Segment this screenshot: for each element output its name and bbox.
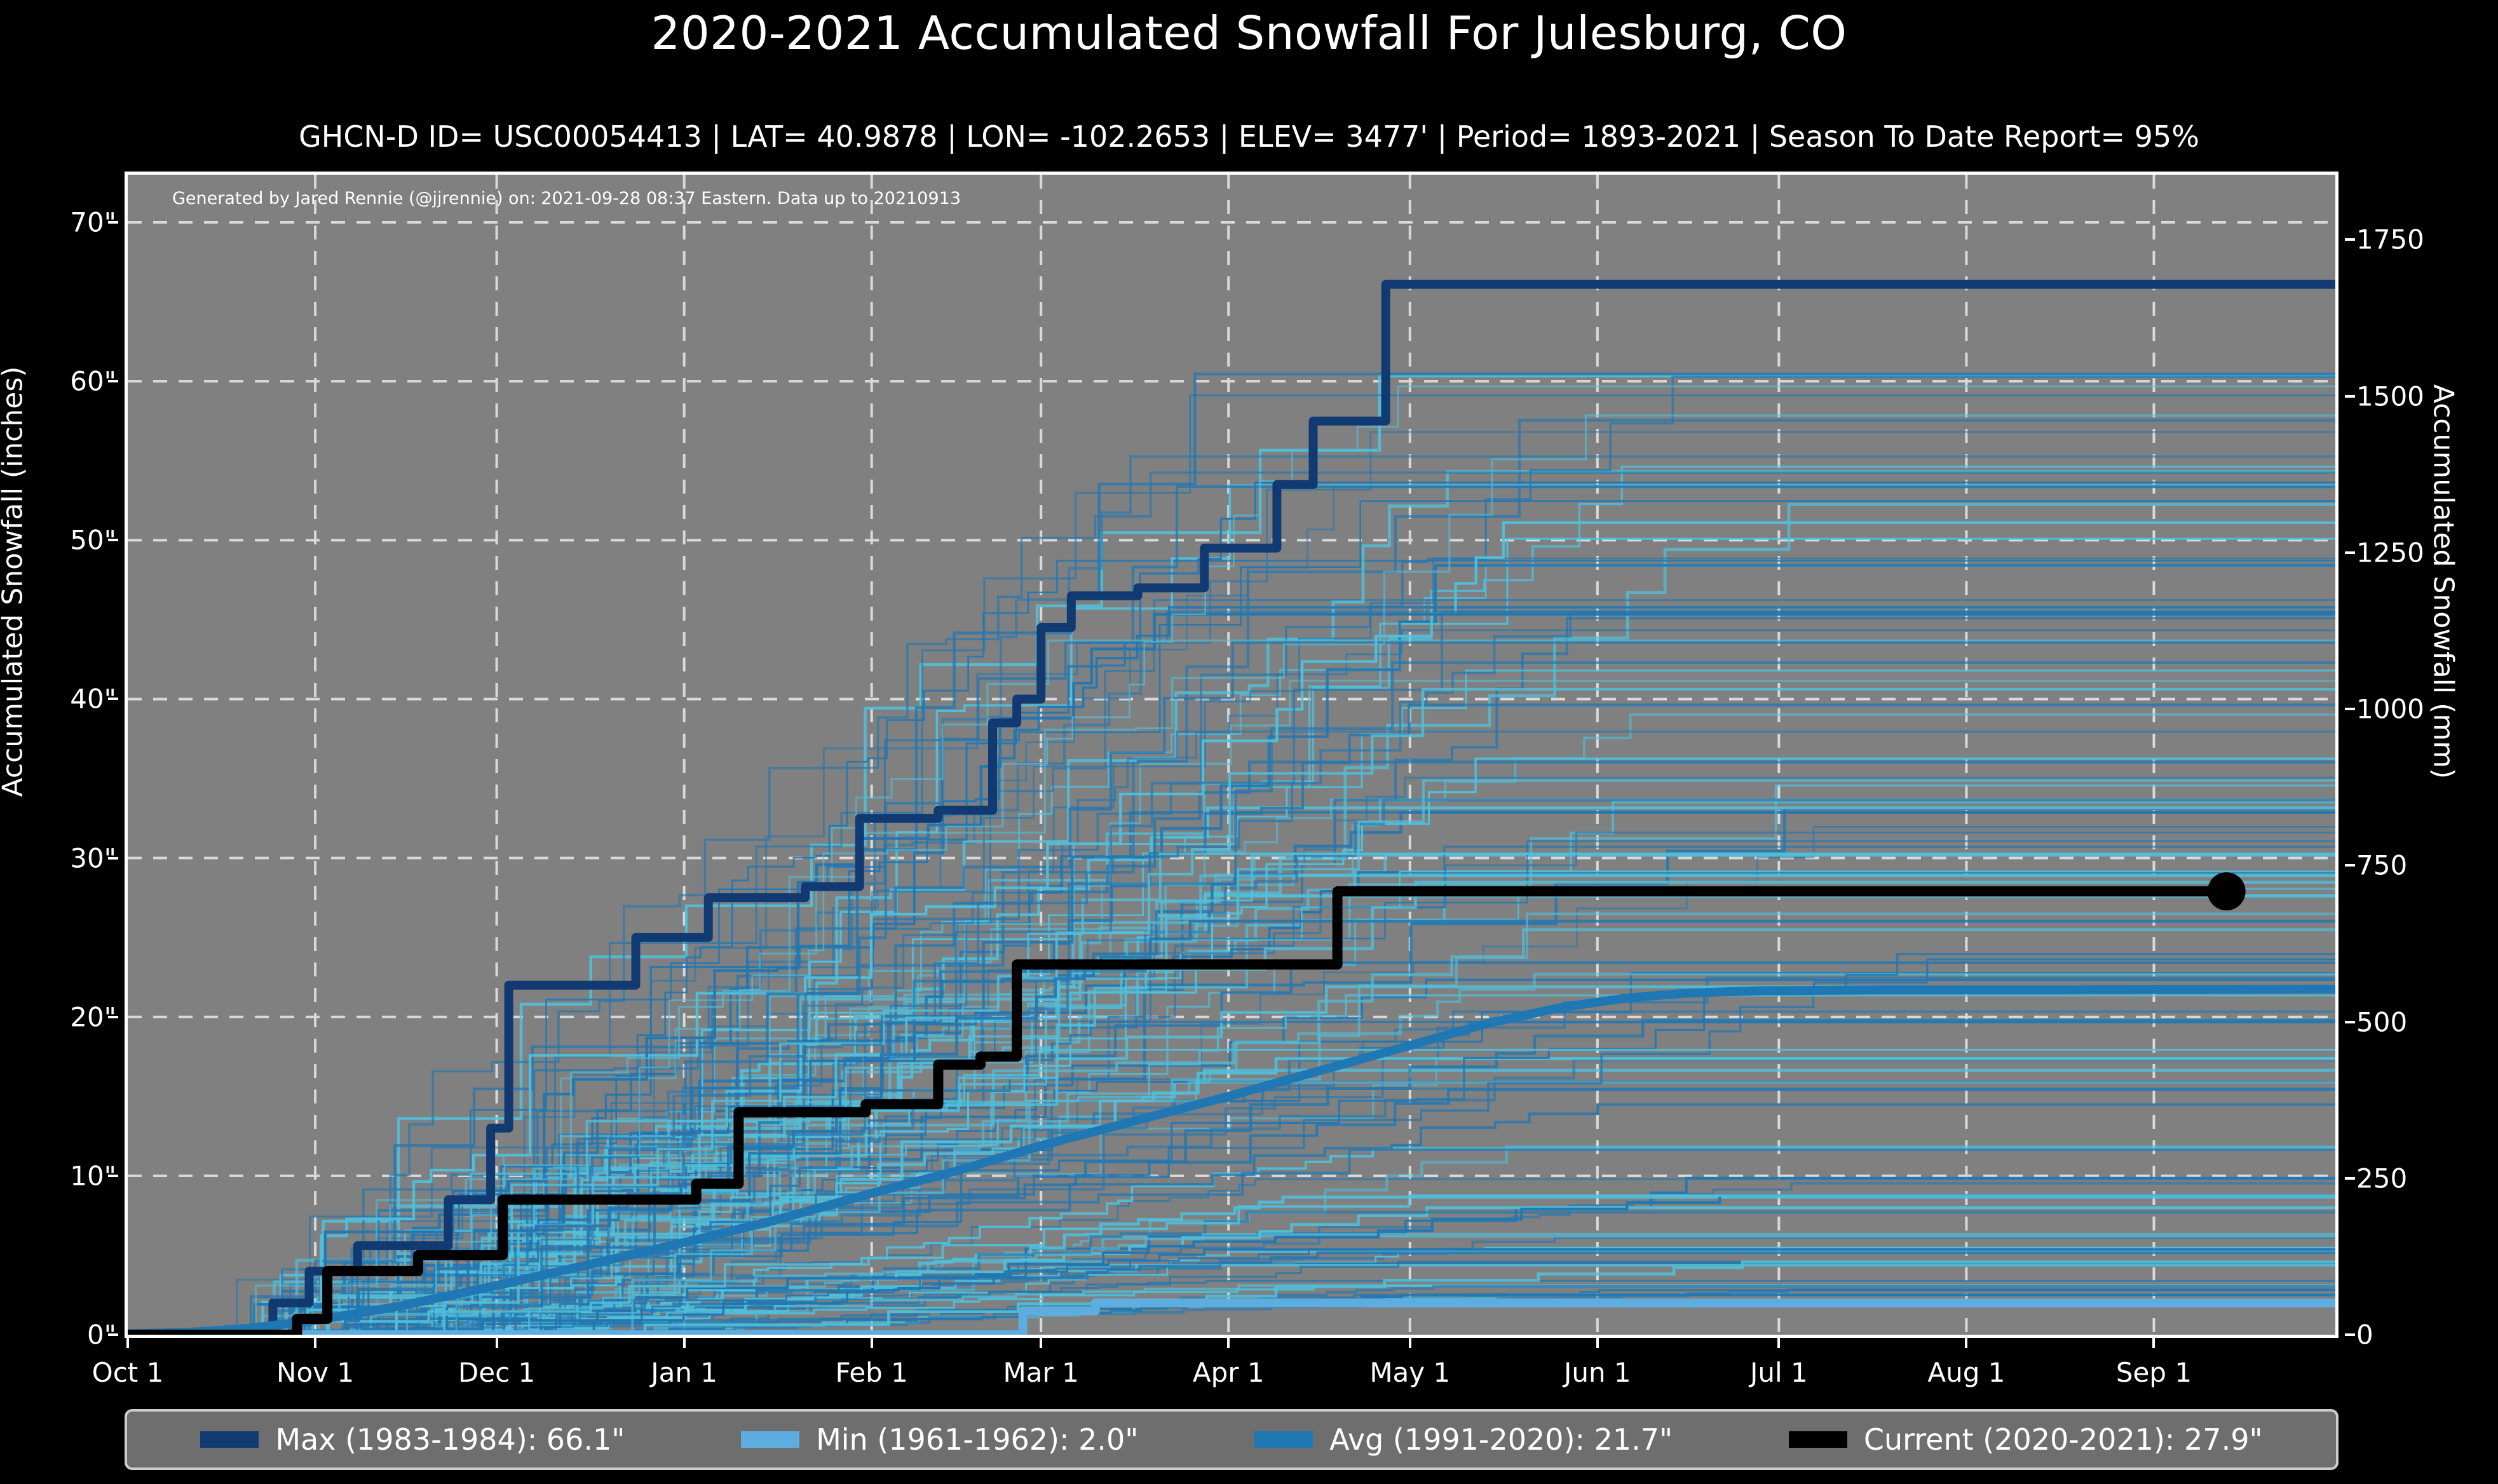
y-axis-right-tick-label: 500	[2356, 1006, 2408, 1038]
y-axis-right-tick-label: 1250	[2356, 537, 2424, 569]
legend-swatch-current-icon	[1788, 1431, 1847, 1448]
chart-legend: Max (1983-1984): 66.1" Min (1961-1962): 2…	[125, 1409, 2338, 1470]
credit-annotation: Generated by Jared Rennie (@jjrennie) on…	[172, 189, 961, 208]
y-axis-right-tick-label: 1500	[2356, 381, 2424, 412]
y-axis-right-tick-label: 250	[2356, 1163, 2408, 1194]
x-axis-tick-mark	[1227, 1338, 1230, 1348]
y-axis-tick-mark	[108, 539, 118, 542]
y-axis-tick-mark	[108, 1174, 118, 1177]
y-axis-right-tick-mark	[2345, 1020, 2355, 1023]
y-axis-right-tick-label: 0	[2356, 1319, 2373, 1351]
x-axis-tick-label: Apr 1	[1192, 1357, 1265, 1388]
x-axis-tick-mark	[1965, 1338, 1968, 1348]
y-axis-right-tick-mark	[2345, 864, 2355, 867]
series-avg	[128, 985, 2335, 1335]
x-axis-tick-label: Jul 1	[1749, 1357, 1808, 1388]
x-axis-tick-mark	[1408, 1338, 1411, 1348]
y-axis-right-tick-label: 1750	[2356, 224, 2424, 255]
legend-label-max: Max (1983-1984): 66.1"	[275, 1422, 625, 1457]
y-axis-right: 0 250 500 750 1000 1250 1500 1750	[2345, 172, 2491, 1351]
y-axis-right-tick-label: 750	[2356, 849, 2408, 881]
x-axis: Oct 1 Nov 1 Dec 1 Jan 1 Feb 1 Mar 1 Apr 1 May 1…	[92, 1338, 2338, 1395]
y-axis-tick-mark	[108, 221, 118, 224]
plot-area: Generated by Jared Rennie (@jjrennie) on…	[125, 172, 2338, 1338]
x-axis-tick-label: Dec 1	[458, 1357, 536, 1388]
plot-inner	[128, 175, 2335, 1335]
x-axis-tick-mark	[314, 1338, 317, 1348]
legend-item-max[interactable]: Max (1983-1984): 66.1"	[200, 1422, 625, 1457]
x-axis-tick-mark	[682, 1338, 686, 1348]
y-axis-left-label: Accumulated Snowfall (inches)	[0, 366, 29, 797]
x-axis-tick-mark	[495, 1338, 498, 1348]
x-axis-tick-mark	[870, 1338, 873, 1348]
y-axis-tick-mark	[108, 856, 118, 860]
x-axis-tick-label: Feb 1	[835, 1357, 908, 1388]
series-min	[128, 1298, 2335, 1335]
series-lines	[128, 280, 2335, 1335]
x-axis-tick-mark	[2152, 1338, 2155, 1348]
x-axis-tick-label: Nov 1	[276, 1357, 355, 1388]
legend-swatch-max-icon	[200, 1431, 259, 1448]
y-axis-tick-mark	[108, 1333, 118, 1336]
legend-item-min[interactable]: Min (1961-1962): 2.0"	[741, 1422, 1138, 1457]
series-max	[128, 280, 2335, 1335]
y-axis-right-tick-mark	[2345, 1333, 2355, 1336]
y-axis-right-tick-mark	[2345, 1177, 2355, 1180]
y-axis-right-tick-mark	[2345, 238, 2355, 241]
x-axis-tick-label: Jan 1	[651, 1357, 718, 1388]
x-axis-tick-label: Aug 1	[1927, 1357, 2006, 1388]
y-axis-tick-mark	[108, 698, 118, 701]
legend-label-min: Min (1961-1962): 2.0"	[816, 1422, 1139, 1457]
legend-item-avg[interactable]: Avg (1991-2020): 21.7"	[1254, 1422, 1673, 1457]
legend-label-avg: Avg (1991-2020): 21.7"	[1329, 1422, 1673, 1457]
station-metadata-subtitle: GHCN-D ID= USC00054413 | LAT= 40.9878 | …	[299, 119, 2199, 154]
x-axis-tick-label: May 1	[1369, 1357, 1451, 1388]
legend-label-current: Current (2020-2021): 27.9"	[1863, 1422, 2263, 1457]
y-axis-right-tick-mark	[2345, 708, 2355, 711]
y-axis-tick-mark	[108, 1015, 118, 1018]
x-axis-tick-mark	[126, 1338, 129, 1348]
y-axis-right-tick-mark	[2345, 551, 2355, 554]
y-axis-left: 0" 10" 20" 30" 40" 50" 60" 70"	[0, 172, 118, 1351]
y-axis-right-tick-mark	[2345, 395, 2355, 398]
x-axis-tick-mark	[1040, 1338, 1043, 1348]
x-axis-tick-label: Jun 1	[1563, 1357, 1631, 1388]
legend-swatch-avg-icon	[1254, 1431, 1313, 1448]
y-axis-right-label: Accumulated Snowfall (mm)	[2427, 384, 2460, 779]
series-current	[128, 872, 2246, 1335]
legend-swatch-min-icon	[741, 1431, 800, 1448]
x-axis-tick-mark	[1777, 1338, 1781, 1348]
x-axis-tick-label: Oct 1	[92, 1357, 164, 1388]
x-axis-tick-label: Sep 1	[2115, 1357, 2192, 1388]
y-axis-right-tick-label: 1000	[2356, 693, 2424, 725]
legend-item-current[interactable]: Current (2020-2021): 27.9"	[1788, 1422, 2263, 1457]
page-title: 2020-2021 Accumulated Snowfall For Jules…	[651, 6, 1847, 60]
x-axis-tick-mark	[1596, 1338, 1599, 1348]
y-axis-tick-mark	[108, 380, 118, 383]
x-axis-tick-label: Mar 1	[1003, 1357, 1079, 1388]
